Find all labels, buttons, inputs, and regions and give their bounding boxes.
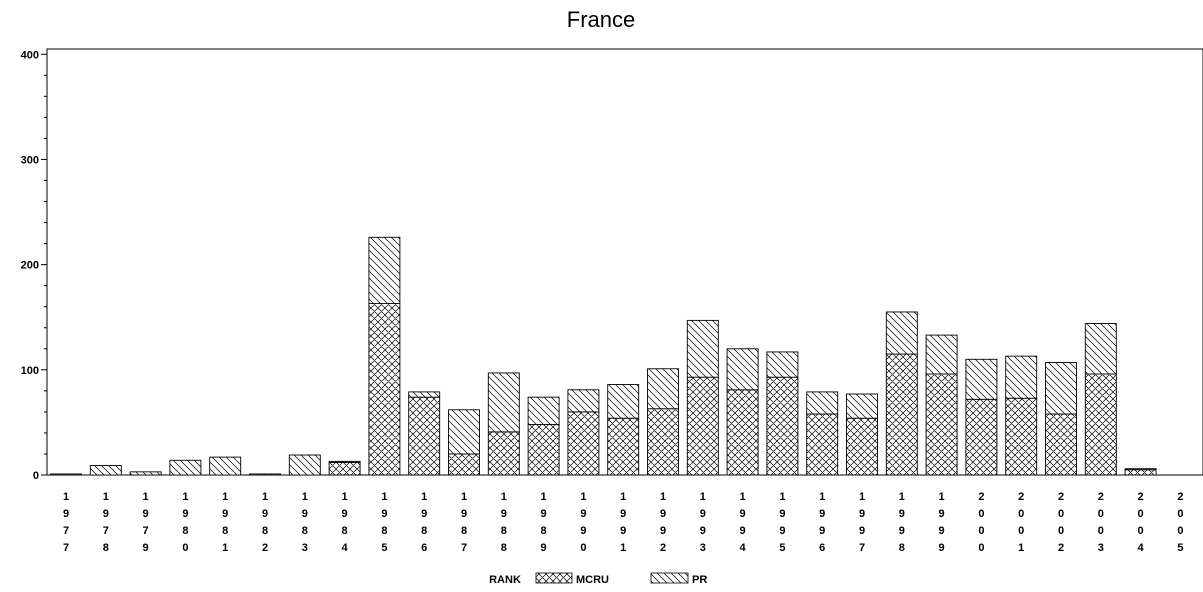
bar-pr-1980 xyxy=(169,459,202,476)
bar-mcru-1995 xyxy=(766,376,799,476)
bar-mcru-1996 xyxy=(806,413,839,476)
bar-mcru-1994 xyxy=(726,389,759,476)
bar-pr-2004 xyxy=(1124,468,1157,471)
bar-pr-1992 xyxy=(647,368,679,410)
bar-pr-1983 xyxy=(288,454,321,476)
bar-mcru-2004 xyxy=(1124,469,1157,476)
bar-pr-1988 xyxy=(487,372,520,433)
bar-pr-1990 xyxy=(567,389,600,413)
bar-pr-1982 xyxy=(249,473,281,476)
bar-pr-1985 xyxy=(368,236,401,304)
y-tick-label-2: 200 xyxy=(21,260,39,272)
bar-pr-1977 xyxy=(50,473,82,476)
bar-mcru-1992 xyxy=(647,408,679,476)
bar-mcru-1997 xyxy=(846,417,878,476)
bar-mcru-1987 xyxy=(448,453,480,476)
legend-swatch-mcru xyxy=(535,572,573,584)
bar-pr-1984 xyxy=(328,460,361,463)
x-axis: 1 9 7 7 1 9 7 8 1 9 7 9 1 9 8 0 1 9 8 1 1 9 8 2 1 9 8 3 1 9 8 4 1 9 8 5 1 9 8 6… xyxy=(63,491,1184,554)
bar-mcru-2003 xyxy=(1084,373,1117,476)
bar-mcru-1999 xyxy=(925,373,958,476)
legend-title: RANK xyxy=(489,574,521,586)
bar-mcru-2000 xyxy=(965,398,998,476)
bar-pr-1986 xyxy=(408,391,441,398)
legend-label-pr: PR xyxy=(692,574,707,586)
bar-pr-2002 xyxy=(1045,362,1077,415)
bar-pr-1989 xyxy=(527,396,560,425)
bar-pr-1994 xyxy=(726,348,759,391)
y-tick-label-3: 300 xyxy=(21,154,39,166)
bar-pr-2000 xyxy=(965,358,998,400)
bar-pr-1987 xyxy=(448,409,480,455)
bar-pr-1996 xyxy=(806,391,839,415)
bar-mcru-1984 xyxy=(328,461,361,476)
bars-group xyxy=(50,236,1157,476)
bar-pr-1998 xyxy=(885,311,918,355)
bar-pr-1999 xyxy=(925,334,958,375)
bar-mcru-2001 xyxy=(1005,397,1038,476)
bar-pr-1993 xyxy=(686,319,719,378)
y-tick-label-1: 100 xyxy=(21,365,39,377)
bar-mcru-1986 xyxy=(408,396,441,476)
bar-pr-1991 xyxy=(607,384,640,419)
bar-pr-1981 xyxy=(209,456,242,476)
legend: RANK MCRU PR xyxy=(489,572,707,586)
bar-mcru-2002 xyxy=(1045,413,1077,476)
y-axis: 0 100 200 300 400 xyxy=(21,49,47,482)
bar-mcru-1985 xyxy=(368,303,401,476)
bar-pr-1978 xyxy=(89,465,122,476)
bar-mcru-1993 xyxy=(686,376,719,476)
legend-swatch-pr xyxy=(650,572,689,584)
bar-pr-1995 xyxy=(766,351,799,378)
chart-title: France xyxy=(567,7,635,32)
bar-pr-1997 xyxy=(846,393,878,419)
bar-mcru-1989 xyxy=(527,424,560,476)
legend-label-mcru: MCRU xyxy=(576,574,609,586)
bar-mcru-1988 xyxy=(487,431,520,476)
bar-pr-2003 xyxy=(1084,323,1117,375)
bar-mcru-1991 xyxy=(607,417,640,476)
bar-pr-1979 xyxy=(129,471,162,476)
y-tick-label-0: 0 xyxy=(33,470,39,482)
bar-mcru-1998 xyxy=(885,353,918,476)
y-tick-label-4: 400 xyxy=(21,49,39,61)
bar-mcru-1990 xyxy=(567,411,600,476)
bar-pr-2001 xyxy=(1005,355,1038,399)
